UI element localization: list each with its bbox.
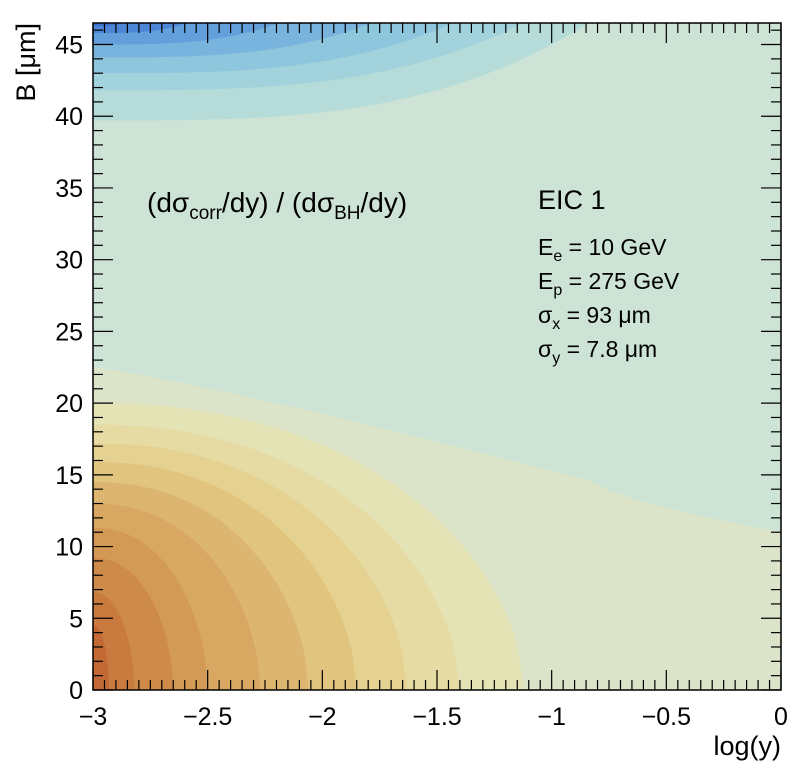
parameter-line: σy = 7.8 μm: [538, 336, 657, 367]
axis-tick-labels: −3 −2.5 −2 −1.5 −1 −0.5 0 0 5 10 15 20 25 30 35 40 45: [55, 32, 788, 731]
y-tick-label: 45: [55, 32, 83, 60]
y-tick-label: 35: [55, 175, 83, 203]
parameter-line: σx = 93 μm: [538, 302, 651, 333]
parameter-line: Ep = 275 GeV: [538, 268, 680, 299]
x-tick-label: 0: [774, 703, 788, 731]
x-tick-label: −3: [79, 703, 108, 731]
x-tick-label: −2.5: [183, 703, 232, 731]
x-tick-label: −0.5: [642, 703, 691, 731]
x-axis-title: log(y): [713, 731, 781, 761]
y-tick-label: 25: [55, 318, 83, 346]
y-tick-label: 10: [55, 534, 83, 562]
y-tick-label: 0: [69, 677, 83, 705]
y-axis-title: B [μm]: [11, 23, 41, 102]
x-tick-label: −2: [308, 703, 337, 731]
plot-area: [93, 23, 781, 690]
axis-ticks: [92, 23, 782, 691]
contour-level-warm-11: [93, 625, 110, 690]
parameter-line: Ee = 10 GeV: [538, 234, 667, 265]
y-tick-label: 40: [55, 103, 83, 131]
x-tick-label: −1.5: [412, 703, 461, 731]
y-tick-label: 20: [55, 390, 83, 418]
y-tick-label: 5: [69, 605, 83, 633]
experiment-label: EIC 1: [538, 185, 606, 215]
x-tick-label: −1: [537, 703, 566, 731]
y-tick-label: 15: [55, 462, 83, 490]
y-tick-label: 30: [55, 247, 83, 275]
ratio-annotation: (dσcorr/dy) / (dσBH/dy): [147, 187, 407, 224]
